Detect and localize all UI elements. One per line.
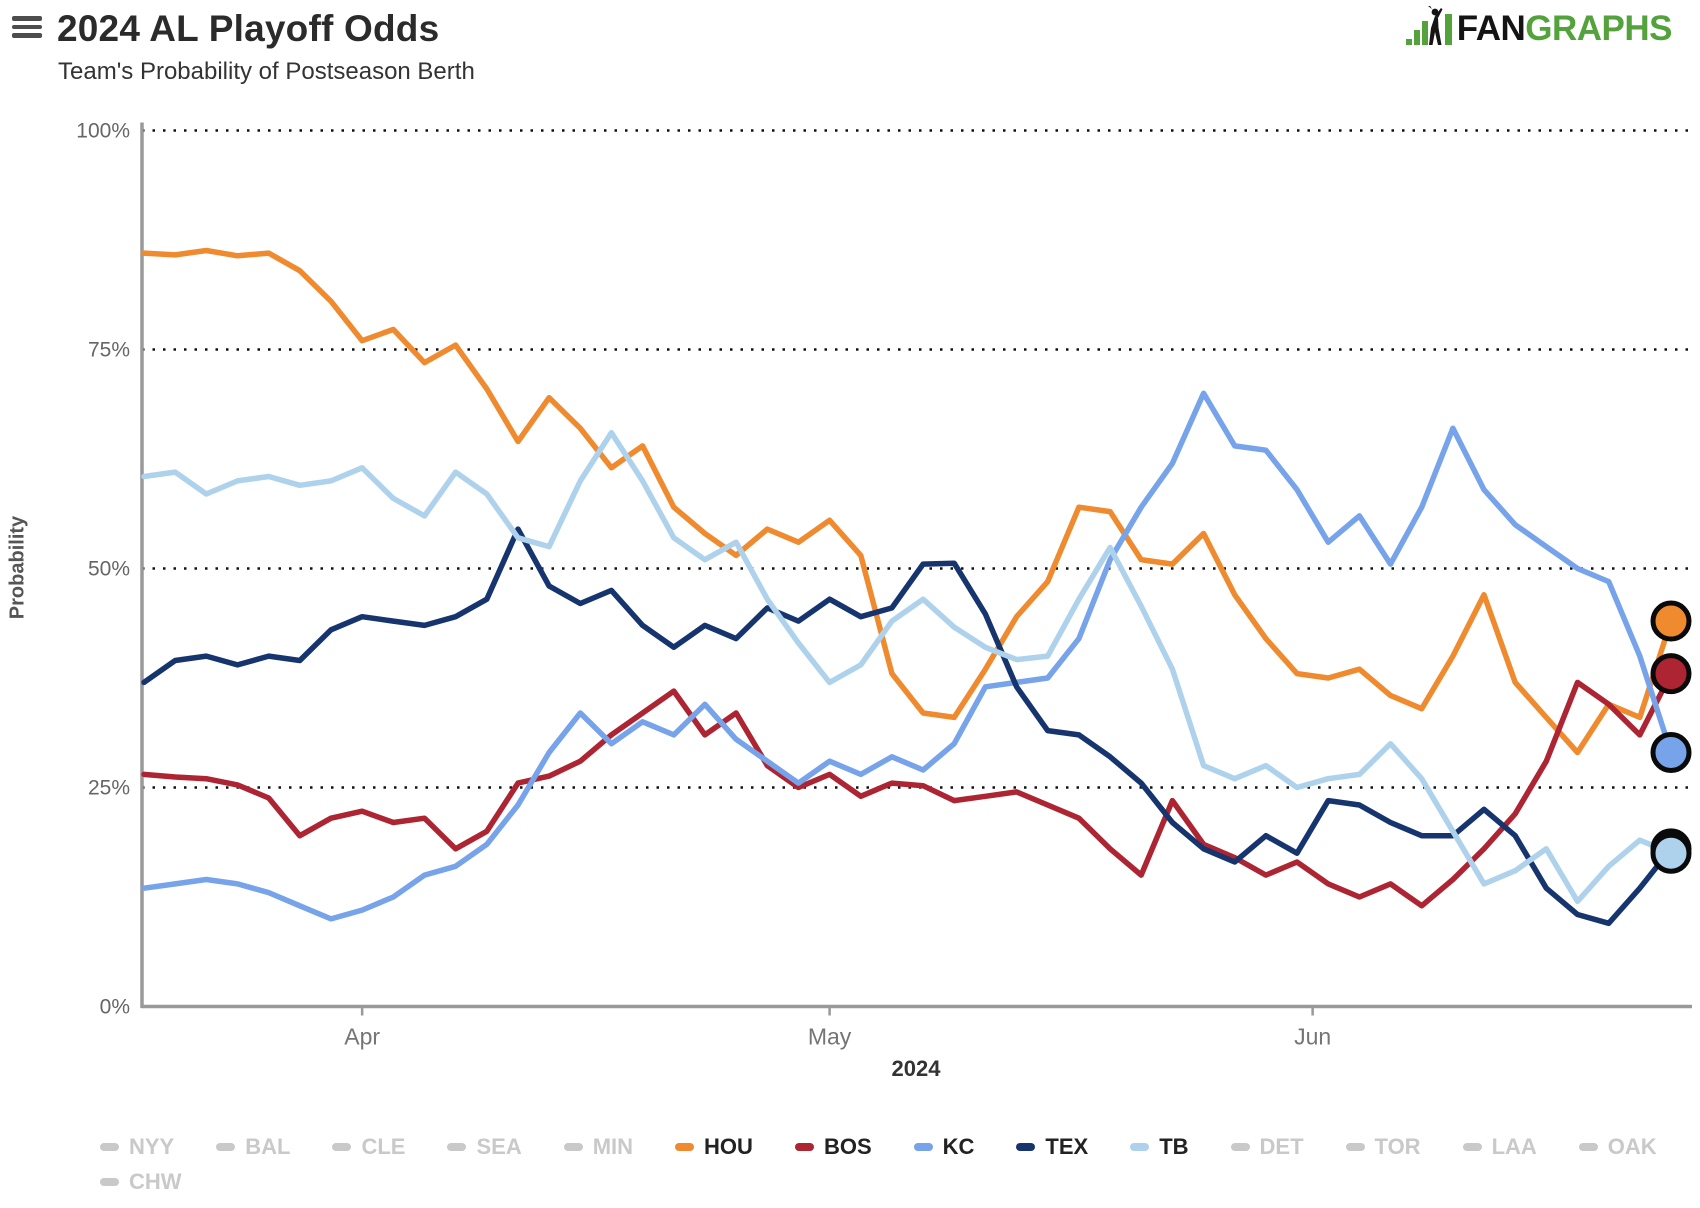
page-subtitle: Team's Probability of Postseason Berth — [58, 58, 475, 85]
legend-item-LAA[interactable]: LAA — [1462, 1134, 1537, 1160]
legend-label-MIN: MIN — [592, 1134, 634, 1159]
legend-swatch-NYY — [100, 1143, 119, 1151]
legend-row-2: CHW — [100, 1169, 1690, 1195]
legend-label-DET: DET — [1259, 1134, 1304, 1159]
x-axis-title: 2024 — [891, 1056, 941, 1081]
y-tick-label-25%: 25% — [88, 777, 130, 800]
legend-swatch-KC — [913, 1143, 933, 1151]
y-tick-label-0%: 0% — [100, 996, 130, 1019]
legend-label-NYY: NYY — [129, 1134, 175, 1159]
legend-label-BOS: BOS — [823, 1134, 872, 1159]
legend-label-CLE: CLE — [361, 1134, 406, 1159]
legend-item-SEA[interactable]: SEA — [447, 1134, 522, 1160]
series-line-HOU[interactable] — [141, 247, 1674, 756]
legend-swatch-LAA — [1462, 1143, 1482, 1151]
legend-item-BOS[interactable]: BOS — [794, 1134, 872, 1160]
x-tick-label-Apr: Apr — [344, 1024, 380, 1050]
legend-label-BAL: BAL — [245, 1134, 291, 1159]
legend-item-DET[interactable]: DET — [1230, 1134, 1304, 1160]
legend-swatch-SEA — [447, 1143, 467, 1151]
legend-item-KC[interactable]: KC — [913, 1134, 975, 1160]
legend-swatch-CLE — [332, 1143, 352, 1151]
series-line-TB[interactable] — [141, 429, 1674, 905]
legend-label-TOR: TOR — [1374, 1134, 1421, 1159]
legend-swatch-MIN — [563, 1143, 583, 1151]
y-tick-label-75%: 75% — [88, 339, 130, 362]
series-line-BOS[interactable] — [141, 670, 1674, 909]
legend-item-TEX[interactable]: TEX — [1016, 1134, 1088, 1160]
legend-item-CHW[interactable]: CHW — [100, 1169, 182, 1195]
legend-swatch-HOU — [675, 1143, 695, 1151]
legend-swatch-TB — [1130, 1143, 1150, 1151]
legend-swatch-BAL — [216, 1143, 236, 1151]
legend-swatch-DET — [1230, 1143, 1250, 1151]
legend-swatch-BOS — [794, 1143, 814, 1151]
legend-item-TOR[interactable]: TOR — [1345, 1134, 1421, 1160]
series-line-KC[interactable] — [141, 390, 1674, 922]
legend-item-BAL[interactable]: BAL — [216, 1134, 290, 1160]
legend-swatch-OAK — [1578, 1143, 1598, 1151]
y-tick-label-100%: 100% — [76, 120, 130, 143]
fangraphs-logo-icon — [1405, 6, 1452, 45]
legend: NYY BAL CLE SEA MIN HOU BOS KC TEX TB DET TOR LAA OAK… — [100, 1134, 1690, 1204]
x-tick-label-Jun: Jun — [1294, 1024, 1331, 1050]
x-tick-label-May: May — [808, 1024, 852, 1050]
legend-label-LAA: LAA — [1491, 1134, 1537, 1159]
series-line-TEX[interactable] — [141, 526, 1674, 927]
legend-label-KC: KC — [942, 1134, 975, 1159]
menu-hamburger-icon[interactable] — [12, 16, 42, 39]
y-axis-title: Probability — [6, 515, 29, 620]
legend-swatch-TEX — [1016, 1143, 1036, 1151]
legend-item-TB[interactable]: TB — [1130, 1134, 1189, 1160]
legend-label-CHW: CHW — [129, 1169, 182, 1194]
fangraphs-logo-text: FANGRAPHS — [1456, 9, 1673, 48]
page-title: 2024 AL Playoff Odds — [57, 8, 440, 49]
series-end-marker-TB[interactable] — [1650, 832, 1692, 874]
fangraphs-logo[interactable]: FANGRAPHS — [1405, 6, 1672, 48]
legend-label-TEX: TEX — [1045, 1134, 1089, 1159]
y-tick-label-50%: 50% — [88, 558, 130, 581]
legend-item-HOU[interactable]: HOU — [675, 1134, 753, 1160]
legend-item-MIN[interactable]: MIN — [563, 1134, 634, 1160]
series-end-marker-HOU[interactable] — [1650, 600, 1692, 642]
series-end-marker-KC[interactable] — [1650, 731, 1692, 773]
legend-swatch-TOR — [1345, 1143, 1365, 1151]
legend-swatch-CHW — [100, 1178, 119, 1186]
legend-label-HOU: HOU — [704, 1134, 753, 1159]
legend-label-TB: TB — [1159, 1134, 1189, 1159]
legend-item-CLE[interactable]: CLE — [332, 1134, 405, 1160]
legend-label-SEA: SEA — [476, 1134, 522, 1159]
legend-row-1: NYY BAL CLE SEA MIN HOU BOS KC TEX TB DET TOR LAA OAK — [100, 1134, 1690, 1160]
legend-label-OAK: OAK — [1607, 1134, 1657, 1159]
legend-item-NYY[interactable]: NYY — [100, 1134, 174, 1160]
series-end-marker-BOS[interactable] — [1650, 653, 1692, 695]
legend-item-OAK[interactable]: OAK — [1578, 1134, 1657, 1160]
